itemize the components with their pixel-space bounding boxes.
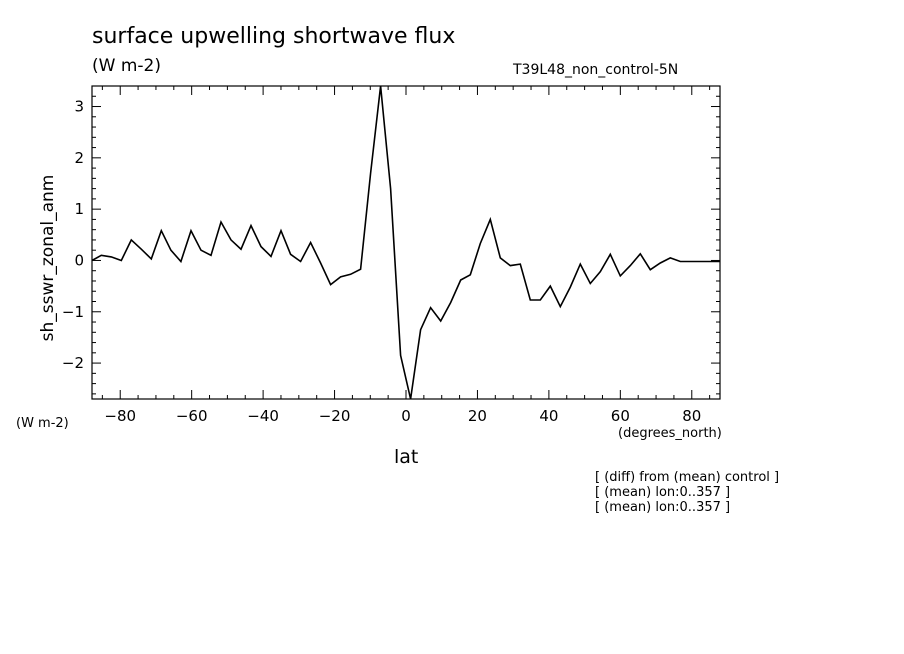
y-tick-label: 0: [74, 251, 84, 269]
dataset-label: T39L48_non_control-5N: [513, 62, 679, 78]
y-tick-label: −2: [62, 354, 84, 372]
chart-title: surface upwelling shortwave flux: [92, 24, 456, 49]
y-tick-label: −1: [62, 303, 84, 321]
note-line: [ (diff) from (mean) control ]: [595, 470, 780, 485]
x-tick-label: −20: [319, 407, 351, 425]
y-tick-label: 3: [74, 98, 84, 116]
x-axis-units: (degrees_north): [618, 426, 722, 441]
x-tick-label: −60: [176, 407, 208, 425]
tick-labels: −80 −60 −40 −20 0 20 40 60 80 −2 −1 0 1 2 3: [62, 98, 701, 425]
note-line: [ (mean) lon:0..357 ]: [595, 500, 731, 515]
plot-frame: [91, 85, 721, 400]
x-tick-label: −40: [247, 407, 279, 425]
note-line: [ (mean) lon:0..357 ]: [595, 485, 731, 500]
y-tick-label: 1: [74, 200, 84, 218]
x-tick-label: −80: [104, 407, 136, 425]
title-units: (W m-2): [92, 56, 161, 76]
axis-ticks: [92, 85, 720, 399]
y-axis-label: sh_sswr_zonal_anm: [38, 175, 58, 342]
x-tick-label: 40: [539, 407, 558, 425]
x-tick-label: 80: [682, 407, 701, 425]
y-axis-units: (W m-2): [16, 416, 69, 431]
x-tick-label: 60: [611, 407, 630, 425]
series-line: [91, 85, 720, 400]
processing-notes: [ (diff) from (mean) control ] [ (mean) …: [595, 470, 779, 515]
x-axis-label: lat: [394, 446, 419, 468]
x-tick-label: 20: [468, 407, 487, 425]
x-tick-label: 0: [401, 407, 411, 425]
y-tick-label: 2: [74, 149, 84, 167]
